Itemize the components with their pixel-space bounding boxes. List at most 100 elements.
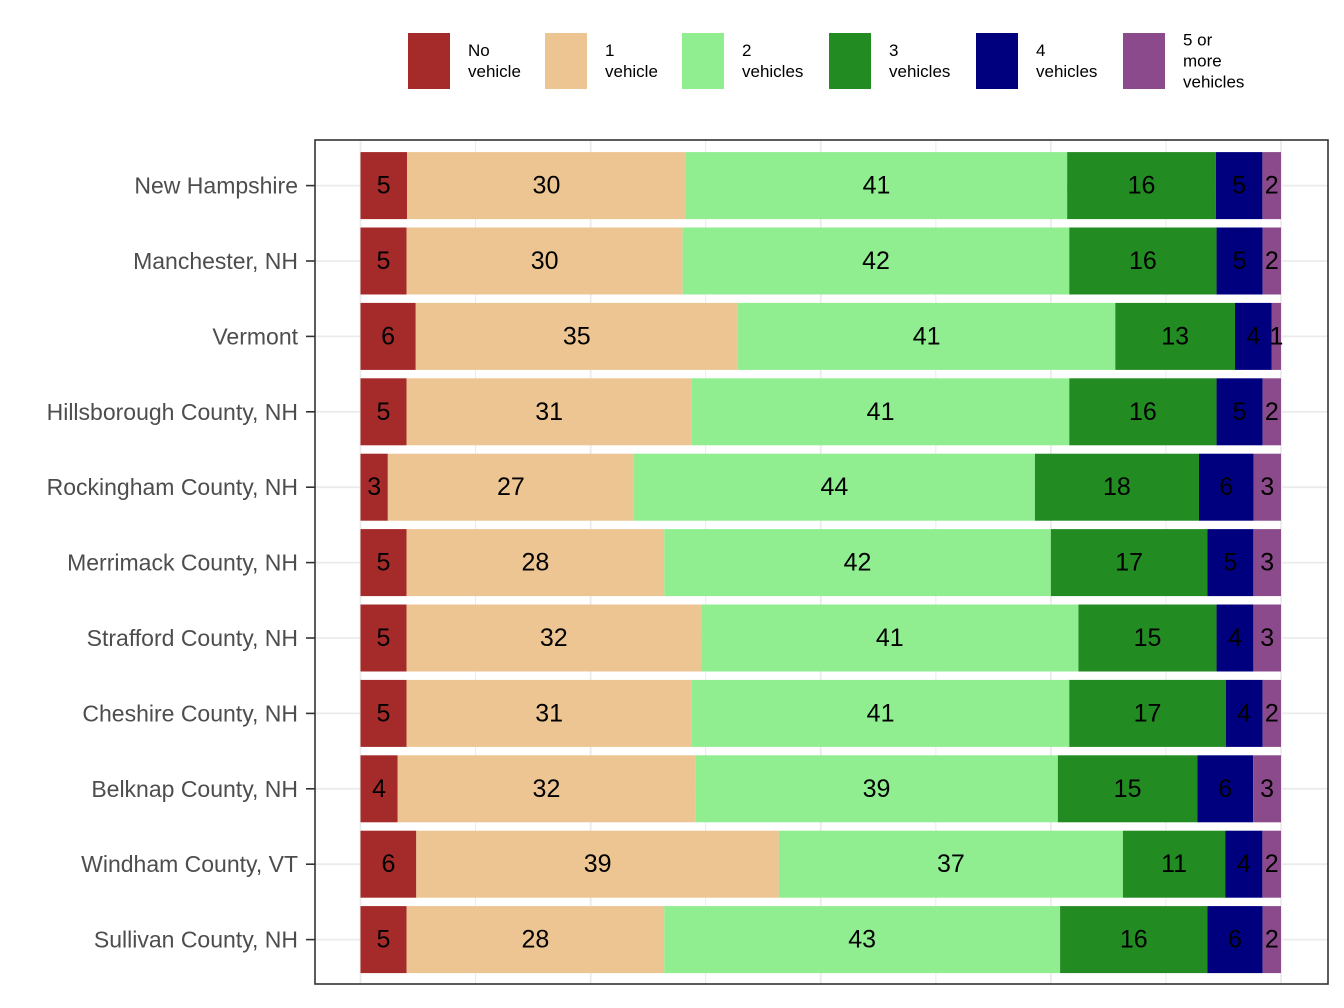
bar-row: 5 30 42 16 5 2 — [360, 227, 1281, 295]
bar-segment — [1060, 906, 1208, 974]
bar-segment — [1216, 604, 1254, 672]
bar-segment — [682, 227, 1070, 295]
bar-segment — [1253, 604, 1281, 672]
data-label: 43 — [848, 926, 876, 954]
legend-key — [829, 33, 871, 89]
bar-segment — [1253, 453, 1281, 521]
bar-segment — [1207, 906, 1263, 974]
data-label: 18 — [1103, 473, 1131, 501]
data-label: 13 — [1161, 322, 1189, 350]
data-label: 16 — [1129, 398, 1157, 426]
y-tick-label: Cheshire County, NH — [82, 700, 298, 726]
bar-segment — [406, 152, 686, 220]
bar-segment — [360, 755, 398, 823]
legend-item: 3 vehicles — [829, 33, 950, 89]
bar-segment — [360, 830, 417, 898]
bar-segment — [360, 152, 407, 220]
legend-label: 2 vehicles — [742, 41, 803, 81]
legend-label: No vehicle — [468, 41, 521, 81]
data-label: 2 — [1265, 398, 1279, 426]
data-label: 3 — [1260, 624, 1274, 652]
bar-segment — [360, 529, 407, 597]
bar-segment — [1262, 830, 1281, 898]
data-label: 6 — [381, 850, 395, 878]
data-label: 3 — [1260, 775, 1274, 803]
bar-segment — [406, 529, 665, 597]
legend-label: 3 vehicles — [889, 41, 950, 81]
data-label: 6 — [381, 322, 395, 350]
y-tick-label: Manchester, NH — [133, 248, 298, 274]
data-label: 37 — [937, 850, 965, 878]
bar-segment — [360, 227, 407, 295]
bar-segment — [360, 604, 407, 672]
data-label: 5 — [1223, 549, 1237, 577]
legend-key — [545, 33, 587, 89]
bar-segment — [416, 830, 779, 898]
data-label: 41 — [867, 699, 895, 727]
legend-key — [682, 33, 724, 89]
data-label: 44 — [821, 473, 849, 501]
bar-segment — [1225, 679, 1263, 747]
bar-segment — [737, 302, 1116, 370]
data-label: 5 — [377, 699, 391, 727]
bar-segment — [406, 227, 683, 295]
bar-segment — [691, 679, 1070, 747]
bar-segment — [664, 529, 1051, 597]
bar-segment — [685, 152, 1068, 220]
data-label: 27 — [497, 473, 525, 501]
bar-segment — [1115, 302, 1235, 370]
data-label: 6 — [1218, 775, 1232, 803]
bar-segment — [360, 679, 407, 747]
legend: No vehicle 1 vehicle 2 vehicles 3 vehicles 4 vehi… — [408, 31, 1244, 92]
bar-segment — [360, 453, 388, 521]
data-label: 4 — [1228, 624, 1242, 652]
bar-row: 6 39 37 11 4 2 — [360, 830, 1281, 898]
legend-key — [976, 33, 1018, 89]
data-label: 11 — [1161, 850, 1187, 878]
data-label: 4 — [1237, 699, 1251, 727]
bar-segment — [1197, 755, 1254, 823]
data-label: 5 — [377, 624, 391, 652]
bar-segment — [360, 906, 407, 974]
bar-segment — [406, 906, 665, 974]
data-label: 32 — [533, 775, 561, 803]
bar-segment — [406, 679, 692, 747]
y-tick-label: Belknap County, NH — [91, 776, 298, 802]
data-label: 5 — [377, 247, 391, 275]
data-label: 2 — [1265, 926, 1279, 954]
data-label: 2 — [1265, 172, 1279, 200]
bar-row: 5 31 41 16 5 2 — [360, 378, 1281, 446]
bar-segment — [695, 755, 1058, 823]
bar-segment — [1067, 152, 1216, 220]
data-label: 30 — [531, 247, 559, 275]
bar-segment — [1216, 227, 1263, 295]
legend-label: 1 vehicle — [605, 41, 658, 81]
bar-segment — [360, 378, 407, 446]
bar-segment — [1215, 152, 1263, 220]
legend-item: 4 vehicles — [976, 33, 1097, 89]
data-label: 5 — [1233, 247, 1247, 275]
bar-segment — [1225, 830, 1263, 898]
bar-segment — [1253, 529, 1281, 597]
bar-row: 5 28 43 16 6 2 — [360, 906, 1281, 974]
data-label: 4 — [1237, 850, 1251, 878]
legend-item: No vehicle — [408, 33, 521, 89]
y-tick-label: Hillsborough County, NH — [47, 399, 298, 425]
data-label: 42 — [862, 247, 890, 275]
data-label: 39 — [863, 775, 891, 803]
data-label: 32 — [540, 624, 568, 652]
bar-segment — [406, 378, 692, 446]
bar-segment — [701, 604, 1079, 672]
data-label: 5 — [377, 549, 391, 577]
data-label: 30 — [533, 172, 561, 200]
legend-key — [1123, 33, 1165, 89]
bar-row: 4 32 39 15 6 3 — [360, 755, 1281, 823]
bar-segment — [415, 302, 738, 370]
bar-segment — [1057, 755, 1198, 823]
legend-item: 2 vehicles — [682, 33, 803, 89]
bar-segment — [691, 378, 1070, 446]
y-tick-label: Rockingham County, NH — [47, 474, 298, 500]
bar-segment — [1253, 755, 1281, 823]
data-label: 17 — [1134, 699, 1162, 727]
